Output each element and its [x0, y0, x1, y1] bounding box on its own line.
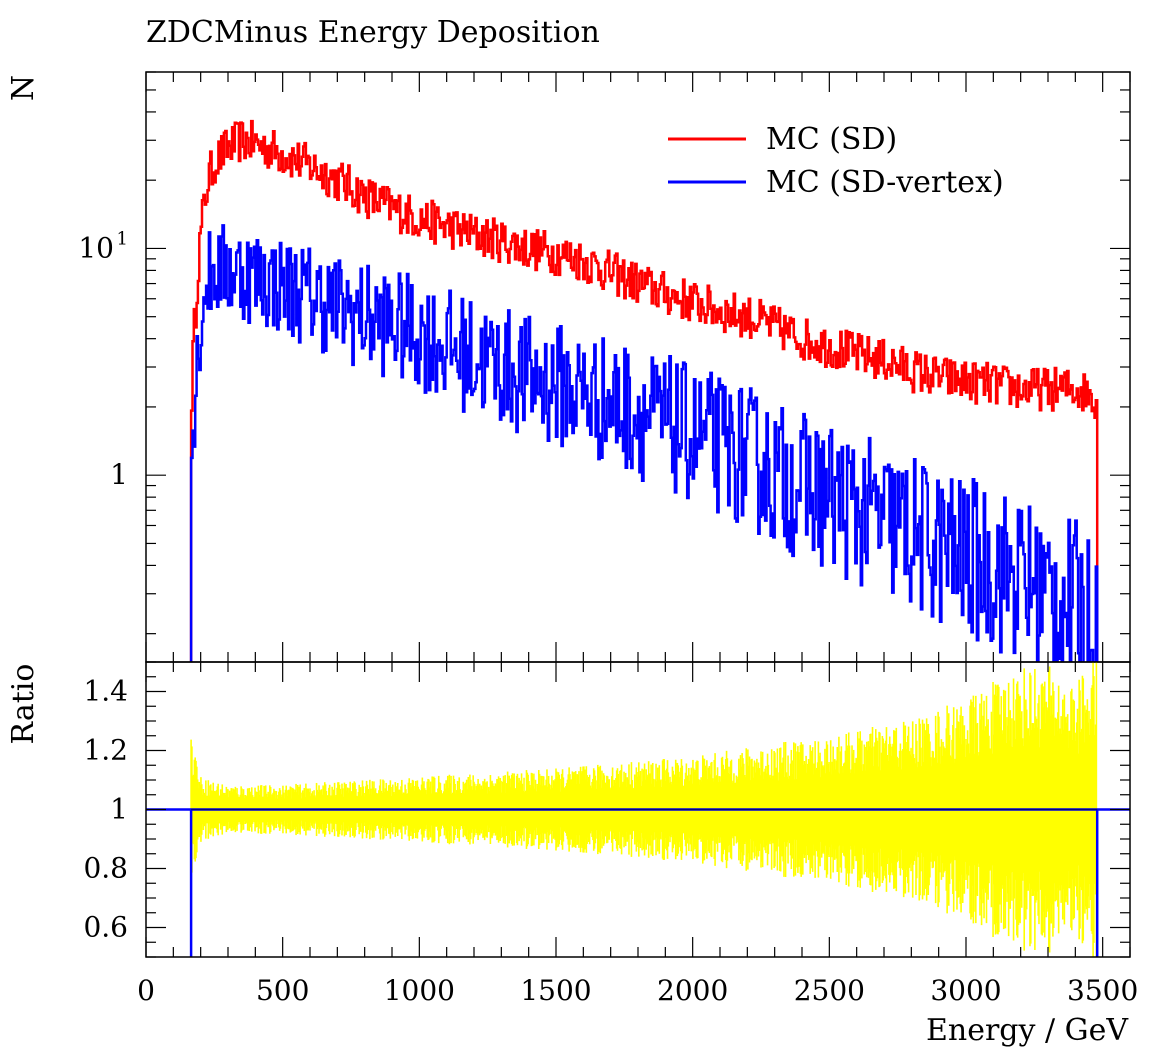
y-axis-label: N: [6, 75, 41, 101]
x-tick-label: 2000: [657, 974, 728, 1007]
y-tick-exponent: 1: [117, 228, 128, 249]
ratio-axis-label: Ratio: [6, 664, 41, 745]
legend: MC (SD) MC (SD-vertex): [668, 122, 1004, 200]
legend-label-mc-sd: MC (SD): [766, 122, 897, 157]
x-tick-label: 1500: [520, 974, 591, 1007]
main-plot: 110 1: [78, 71, 1131, 663]
series-mc-sd-vertex-line: [189, 224, 1099, 662]
chart-title: ZDCMinus Energy Deposition: [146, 15, 600, 50]
ratio-y-tick-label: 1.4: [83, 675, 128, 708]
x-tick-label: 3500: [1067, 974, 1138, 1007]
legend-label-mc-sd-vertex: MC (SD-vertex): [766, 165, 1004, 200]
y-tick-label: 1: [110, 458, 128, 491]
x-tick-label: 500: [256, 974, 309, 1007]
ratio-y-tick-label: 1.2: [83, 734, 128, 767]
x-tick-label: 3000: [930, 974, 1001, 1007]
series-mc-sd-line: [189, 119, 1099, 662]
ratio-y-tick-label: 0.6: [83, 911, 128, 944]
x-tick-label: 2500: [794, 974, 865, 1007]
x-tick-label: 0: [137, 974, 155, 1007]
x-tick-label: 1000: [384, 974, 455, 1007]
x-axis-label: Energy / GeV: [926, 1013, 1129, 1048]
y-tick-label: 10: [78, 231, 114, 264]
ratio-y-tick-label: 1: [110, 793, 128, 826]
ratio-plot: 0.6 0.8 1 1.2 1.4 0 500 1000 1500 2000 2500 3000 350…: [83, 661, 1138, 1007]
ratio-plot-frame: [145, 661, 1131, 958]
ratio-y-tick-label: 0.8: [83, 852, 128, 885]
